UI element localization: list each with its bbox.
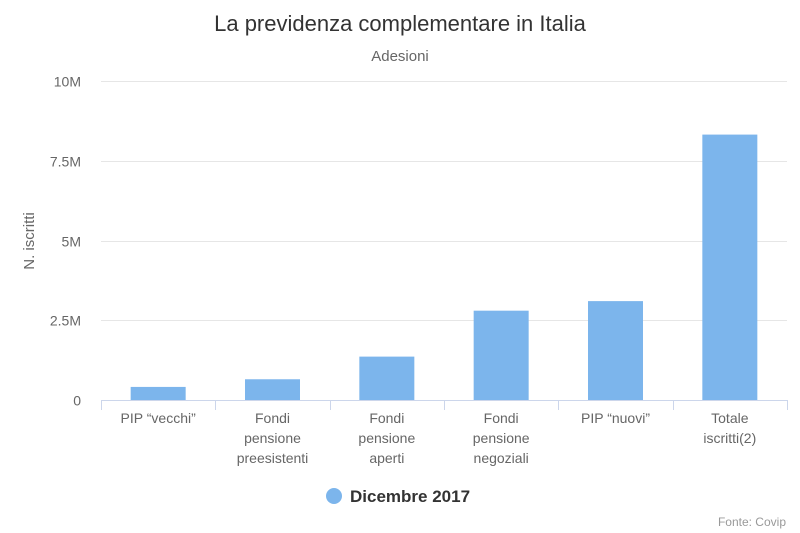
x-tick-label-line: pensione (358, 430, 415, 446)
x-tick-label-line: negoziali (474, 450, 529, 466)
x-tick-label-line: pensione (473, 430, 530, 446)
x-tick-label-line: Fondi (369, 410, 404, 426)
x-tick-label: PIP “nuovi” (581, 410, 650, 426)
x-tick-label: Fondi pensione aperti (358, 410, 415, 466)
bar[interactable] (588, 301, 643, 400)
bar[interactable] (245, 379, 300, 400)
bars (130, 134, 758, 401)
y-axis-label: N. iscritti (21, 212, 38, 270)
chart-title: La previdenza complementare in Italia (214, 11, 587, 36)
x-tick-label: Fondi pensione negoziali (473, 410, 530, 466)
bar[interactable] (130, 386, 186, 400)
y-tick-label: 0 (73, 393, 81, 409)
credits: Fonte: Covip (718, 515, 786, 529)
x-tick-label: PIP “vecchi” (121, 410, 197, 426)
x-tick-label-line: preesistenti (237, 450, 309, 466)
y-tick-label: 5M (62, 234, 81, 250)
x-axis: PIP “vecchi” Fondi pensione preesistentiFon… (101, 400, 788, 466)
x-tick-label: Totale iscritti(2) (703, 410, 756, 446)
legend-label[interactable]: Dicembre 2017 (350, 487, 470, 506)
x-tick-label-line: pensione (244, 430, 301, 446)
x-tick-label: Fondi pensione preesistenti (237, 410, 309, 466)
legend[interactable]: Dicembre 2017 (326, 487, 470, 506)
chart-subtitle: Adesioni (371, 48, 429, 65)
y-tick-label: 10M (54, 74, 81, 90)
x-tick-label-line: PIP “nuovi” (581, 410, 650, 426)
x-tick-label-line: PIP “vecchi” (121, 410, 197, 426)
y-tick-label: 2.5M (50, 313, 81, 329)
y-axis-ticks: 0 2.5M 5M 7.5M 10M (50, 74, 81, 409)
x-tick-label-line: Fondi (484, 410, 519, 426)
x-tick-label-line: iscritti(2) (703, 430, 756, 446)
y-tick-label: 7.5M (50, 154, 81, 170)
bar[interactable] (473, 310, 529, 400)
bar[interactable] (359, 356, 415, 400)
gridlines (101, 81, 787, 321)
x-tick-label-line: aperti (369, 450, 404, 466)
x-tick-label-line: Fondi (255, 410, 290, 426)
bar[interactable] (702, 134, 758, 401)
legend-marker[interactable] (326, 488, 342, 504)
x-tick-label-line: Totale (711, 410, 749, 426)
